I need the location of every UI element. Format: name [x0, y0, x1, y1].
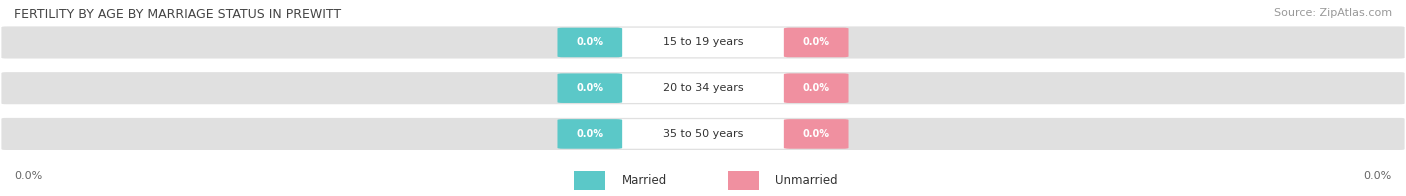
- FancyBboxPatch shape: [0, 116, 1406, 151]
- Text: Unmarried: Unmarried: [776, 174, 838, 187]
- Text: 0.0%: 0.0%: [803, 83, 830, 93]
- FancyBboxPatch shape: [0, 25, 1406, 60]
- FancyBboxPatch shape: [558, 28, 621, 57]
- Text: 0.0%: 0.0%: [14, 171, 42, 181]
- FancyBboxPatch shape: [616, 74, 790, 103]
- FancyBboxPatch shape: [0, 71, 1406, 106]
- Text: 15 to 19 years: 15 to 19 years: [662, 37, 744, 47]
- Text: 0.0%: 0.0%: [803, 129, 830, 139]
- Text: 0.0%: 0.0%: [576, 83, 603, 93]
- FancyBboxPatch shape: [785, 74, 849, 103]
- FancyBboxPatch shape: [785, 119, 849, 149]
- FancyBboxPatch shape: [785, 28, 849, 57]
- Text: 20 to 34 years: 20 to 34 years: [662, 83, 744, 93]
- Text: Married: Married: [621, 174, 668, 187]
- Text: Source: ZipAtlas.com: Source: ZipAtlas.com: [1274, 8, 1392, 18]
- FancyBboxPatch shape: [616, 119, 790, 149]
- Text: FERTILITY BY AGE BY MARRIAGE STATUS IN PREWITT: FERTILITY BY AGE BY MARRIAGE STATUS IN P…: [14, 8, 342, 21]
- FancyBboxPatch shape: [558, 119, 621, 149]
- FancyBboxPatch shape: [616, 28, 790, 57]
- Text: 0.0%: 0.0%: [576, 129, 603, 139]
- FancyBboxPatch shape: [575, 171, 606, 190]
- Text: 0.0%: 0.0%: [803, 37, 830, 47]
- FancyBboxPatch shape: [728, 171, 759, 190]
- FancyBboxPatch shape: [558, 74, 621, 103]
- Text: 0.0%: 0.0%: [576, 37, 603, 47]
- Text: 35 to 50 years: 35 to 50 years: [662, 129, 744, 139]
- Text: 0.0%: 0.0%: [1364, 171, 1392, 181]
